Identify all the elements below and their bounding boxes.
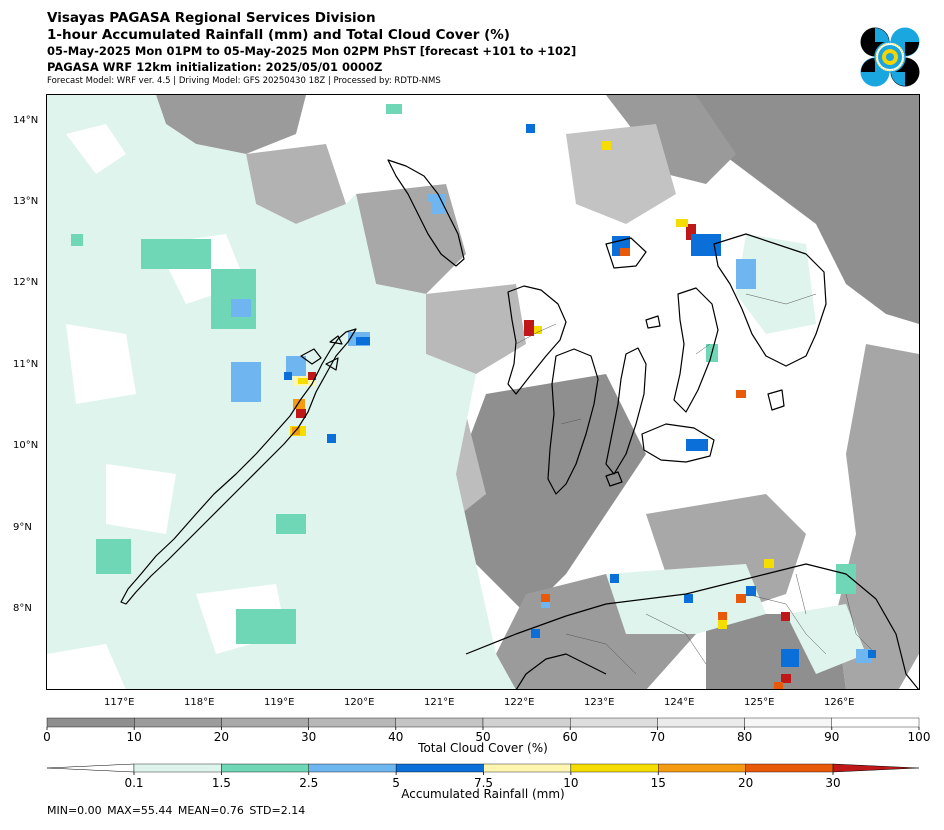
panay-coast bbox=[507, 285, 567, 395]
lon-tick-label: 124°E bbox=[664, 697, 695, 708]
colorbars: 0 10 20 30 40 50 60 70 80 90 100 Total Cloud Cover … bbox=[43, 717, 930, 801]
rain-colorbar-segment bbox=[395, 763, 484, 773]
cloud-colorbar-segment bbox=[482, 717, 571, 728]
lon-tick-label: 122°E bbox=[504, 697, 535, 708]
lon-tick-label: 120°E bbox=[344, 697, 375, 708]
cloud-colorbar-segment bbox=[831, 717, 920, 728]
lat-tick-label: 8°N bbox=[13, 603, 32, 614]
statistics-text: MIN=0.00 MAX=55.44 MEAN=0.76 STD=2.14 bbox=[47, 804, 306, 817]
rain-colorbar-tick-label: 7.5 bbox=[474, 776, 493, 790]
siquijor-coast bbox=[605, 471, 623, 487]
cloud-colorbar-segment bbox=[570, 717, 658, 728]
cloud-colorbar-segment bbox=[657, 717, 745, 728]
cloud-colorbar-tick-label: 50 bbox=[475, 730, 490, 744]
bohol-coast bbox=[641, 423, 715, 463]
lon-tick-label: 123°E bbox=[584, 697, 615, 708]
coastlines bbox=[120, 159, 919, 689]
cloud-colorbar-label: Total Cloud Cover (%) bbox=[417, 741, 548, 755]
rain-cells bbox=[231, 124, 876, 689]
negros-coast bbox=[547, 348, 599, 495]
rain-colorbar-segment bbox=[133, 763, 222, 773]
rain-colorbar-segment bbox=[658, 763, 746, 773]
cloud-colorbar-tick-label: 90 bbox=[824, 730, 839, 744]
cloud-colorbar-segment bbox=[133, 717, 222, 728]
lon-tick-label: 117°E bbox=[104, 697, 135, 708]
rain-colorbar-tick-label: 30 bbox=[825, 776, 840, 790]
rain-colorbar-tick-label: 10 bbox=[563, 776, 578, 790]
mindanao-coast bbox=[465, 563, 919, 689]
rain-colorbar-segment bbox=[483, 763, 572, 773]
lon-tick-label: 121°E bbox=[424, 697, 455, 708]
lon-tick-label: 125°E bbox=[744, 697, 775, 708]
pagasa-seal-logo bbox=[860, 27, 920, 87]
rain-colorbar-under-arrow bbox=[46, 763, 135, 773]
cloud-colorbar-segment bbox=[395, 717, 484, 728]
title-region: Visayas PAGASA Regional Services Divisio… bbox=[47, 10, 376, 26]
rain-colorbar-segment bbox=[308, 763, 397, 773]
title-product: 1-hour Accumulated Rainfall (mm) and Tot… bbox=[47, 27, 510, 43]
province-boundaries bbox=[515, 293, 877, 675]
moderate-rain-field bbox=[71, 104, 856, 644]
cloud-colorbar-tick-label: 60 bbox=[563, 730, 578, 744]
rain-colorbar-tick-label: 20 bbox=[738, 776, 753, 790]
lat-tick-label: 14°N bbox=[13, 115, 39, 126]
title-valid-time: 05-May-2025 Mon 01PM to 05-May-2025 Mon … bbox=[47, 44, 577, 58]
lon-tick-label: 126°E bbox=[824, 697, 855, 708]
mindoro-coast bbox=[387, 159, 465, 267]
rain-colorbar-tick-label: 5 bbox=[392, 776, 400, 790]
rain-colorbar-tick-label: 1.5 bbox=[212, 776, 231, 790]
rain-colorbar-label: Accumulated Rainfall (mm) bbox=[401, 787, 564, 801]
camotes-coast bbox=[645, 315, 661, 329]
cloud-colorbar-tick-label: 70 bbox=[650, 730, 665, 744]
cebu-coast bbox=[605, 347, 647, 475]
cloud-colorbar-tick-label: 40 bbox=[388, 730, 403, 744]
cloud-colorbar-segment bbox=[308, 717, 397, 728]
lat-tick-label: 11°N bbox=[13, 359, 39, 370]
palawan-coast bbox=[120, 328, 357, 605]
cloud-colorbar-tick-label: 30 bbox=[301, 730, 316, 744]
lat-tick-label: 9°N bbox=[13, 522, 32, 533]
rain-colorbar-segment bbox=[570, 763, 659, 773]
rain-colorbar-tick-label: 2.5 bbox=[299, 776, 318, 790]
lon-tick-label: 119°E bbox=[264, 697, 295, 708]
masbate-coast bbox=[605, 237, 647, 269]
cloud-colorbar-tick-label: 20 bbox=[214, 730, 229, 744]
cloud-colorbar-segment bbox=[221, 717, 309, 728]
rain-colorbar-tick-label: 0.1 bbox=[124, 776, 143, 790]
rain-colorbar-tick-label: 15 bbox=[651, 776, 666, 790]
rainfall-cloud-map bbox=[46, 94, 920, 690]
calamian-islands bbox=[300, 335, 343, 371]
cloud-colorbar-tick-label: 0 bbox=[43, 730, 51, 744]
rain-colorbar-over-arrow bbox=[832, 763, 920, 773]
leyte-coast bbox=[673, 287, 719, 413]
cloud-colorbar-tick-label: 80 bbox=[737, 730, 752, 744]
cloud-colorbar-tick-label: 10 bbox=[127, 730, 142, 744]
title-initialization: PAGASA WRF 12km initialization: 2025/05/… bbox=[47, 60, 383, 74]
lon-tick-label: 118°E bbox=[184, 697, 215, 708]
samar-coast bbox=[713, 233, 827, 367]
lat-tick-label: 10°N bbox=[13, 440, 39, 451]
dinagat-coast bbox=[767, 389, 785, 411]
lat-tick-label: 12°N bbox=[13, 277, 39, 288]
title-model-info: Forecast Model: WRF ver. 4.5 | Driving M… bbox=[47, 76, 441, 86]
cloud-colorbar-tick-label: 100 bbox=[908, 730, 930, 744]
lat-tick-label: 13°N bbox=[13, 196, 39, 207]
cloud-colorbar-segment bbox=[744, 717, 832, 728]
rain-colorbar-segment bbox=[745, 763, 834, 773]
map-frame bbox=[46, 94, 920, 690]
cloud-colorbar-segment bbox=[46, 717, 135, 728]
rain-colorbar-segment bbox=[221, 763, 309, 773]
